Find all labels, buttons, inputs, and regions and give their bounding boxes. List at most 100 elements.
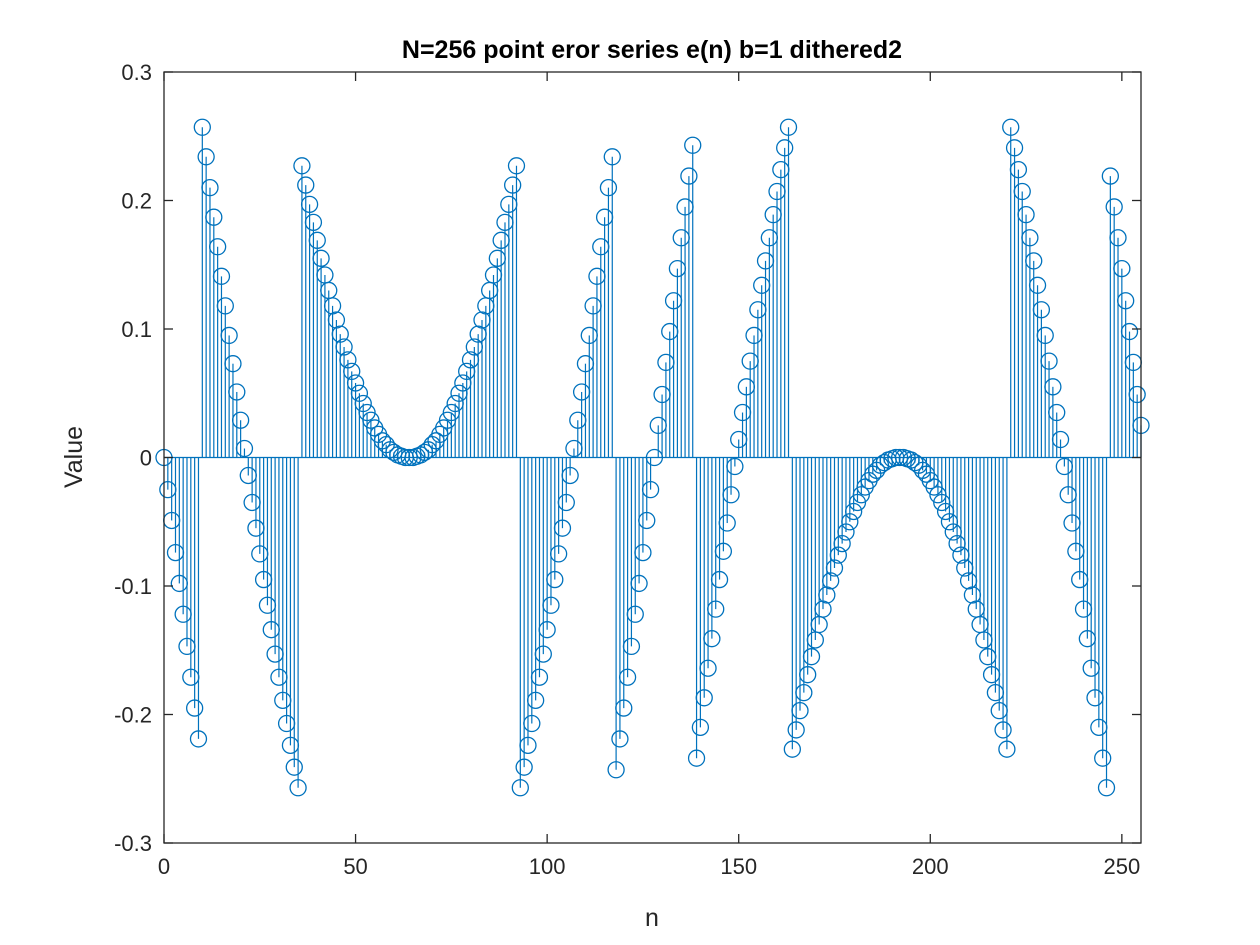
- stem-marker: [335, 338, 353, 356]
- stem-marker: [289, 779, 307, 797]
- stem-marker: [580, 326, 598, 345]
- stem-marker: [936, 502, 955, 521]
- stem-marker: [615, 699, 633, 717]
- stem-marker: [542, 596, 560, 614]
- stem-marker: [925, 478, 943, 496]
- stem-marker: [1025, 252, 1043, 270]
- stem-marker: [385, 443, 403, 462]
- stem-marker: [990, 701, 1008, 720]
- stem-marker: [630, 574, 648, 593]
- stem-marker: [1105, 198, 1123, 216]
- stem-marker: [664, 292, 683, 310]
- stem-marker: [438, 411, 457, 429]
- stem-marker: [358, 403, 376, 422]
- stem-marker: [956, 559, 974, 577]
- stem-marker: [626, 605, 644, 623]
- stem-marker: [247, 519, 265, 537]
- x-tick-label: 150: [720, 854, 757, 879]
- stem-marker: [737, 378, 756, 396]
- stem-marker: [588, 267, 606, 285]
- stem-marker: [1090, 718, 1108, 736]
- stem-marker: [595, 208, 614, 226]
- stem-marker: [435, 419, 453, 437]
- stem-marker: [622, 637, 641, 656]
- stem-markers: [155, 118, 1150, 797]
- stem-marker: [549, 545, 568, 563]
- stem-marker: [998, 740, 1016, 758]
- stem-marker: [829, 546, 847, 564]
- stem-marker: [266, 645, 284, 663]
- y-tick-label: -0.2: [114, 703, 152, 728]
- stem-marker: [814, 600, 832, 618]
- stem-marker: [461, 351, 480, 369]
- stem-marker: [546, 570, 564, 589]
- stem-marker: [661, 322, 679, 341]
- stem-marker: [1017, 205, 1035, 224]
- stem-marker: [933, 493, 951, 512]
- stem-marker: [362, 411, 380, 429]
- stem-marker: [304, 213, 323, 231]
- stem-marker: [772, 161, 790, 179]
- stem-marker: [224, 355, 242, 373]
- stem-marker: [442, 403, 461, 422]
- stem-marker: [699, 659, 717, 677]
- stem-marker: [1071, 570, 1089, 589]
- stem-marker: [982, 666, 1001, 684]
- stem-marker: [300, 195, 319, 214]
- stem-marker: [657, 353, 675, 372]
- stem-marker: [753, 276, 771, 294]
- y-axis-label: Value: [60, 426, 88, 488]
- stem-marker: [944, 523, 962, 541]
- stem-marker: [611, 730, 629, 748]
- stem-marker: [511, 779, 529, 797]
- chart-title: N=256 point eror series e(n) b=1 dithere…: [402, 36, 902, 64]
- stem-marker: [963, 586, 982, 604]
- stem-marker: [733, 403, 752, 422]
- stem-marker: [607, 761, 625, 779]
- stem-marker: [1009, 161, 1028, 179]
- stem-marker: [197, 148, 215, 166]
- stem-marker: [653, 385, 671, 404]
- x-tick-label: 100: [529, 854, 566, 879]
- stem-marker: [799, 666, 817, 684]
- stem-marker: [274, 691, 292, 710]
- stem-marker: [795, 684, 813, 702]
- stem-marker: [837, 523, 855, 541]
- stem-marker: [354, 394, 372, 413]
- stem-marker: [565, 439, 583, 458]
- stem-marker: [1101, 167, 1119, 185]
- stem-marker: [159, 480, 177, 499]
- stem-marker: [1044, 378, 1062, 396]
- stem-marker: [1113, 259, 1131, 278]
- x-tick-label: 250: [1103, 854, 1140, 879]
- stem-marker: [297, 176, 315, 194]
- stem-marker: [1078, 630, 1097, 648]
- stem-marker: [952, 546, 970, 564]
- stem-marker: [254, 570, 273, 589]
- stem-marker: [994, 721, 1012, 739]
- stem-marker: [825, 559, 844, 577]
- stem-marker: [281, 736, 300, 754]
- stem-marker: [239, 466, 257, 485]
- stem-marker: [618, 668, 637, 686]
- stem-marker: [844, 502, 863, 521]
- stem-marker: [791, 701, 809, 720]
- stem-marker: [1013, 182, 1031, 201]
- stem-marker: [458, 362, 476, 381]
- stem-marker: [170, 574, 188, 593]
- stem-marker: [484, 266, 503, 284]
- stem-marker: [569, 411, 587, 429]
- stem-marker: [1063, 514, 1081, 532]
- stem-marker: [450, 384, 468, 402]
- stem-marker: [929, 486, 947, 504]
- stem-marker: [948, 534, 966, 553]
- stem-marker: [641, 480, 660, 499]
- stem-marker: [1094, 749, 1112, 767]
- stem-marker: [1048, 403, 1066, 422]
- stem-marker: [776, 139, 794, 157]
- stem-marker: [519, 736, 537, 754]
- stem-marker: [182, 668, 200, 686]
- stem-marker: [768, 182, 786, 201]
- stem-marker: [216, 297, 234, 315]
- stem-marker: [220, 326, 238, 345]
